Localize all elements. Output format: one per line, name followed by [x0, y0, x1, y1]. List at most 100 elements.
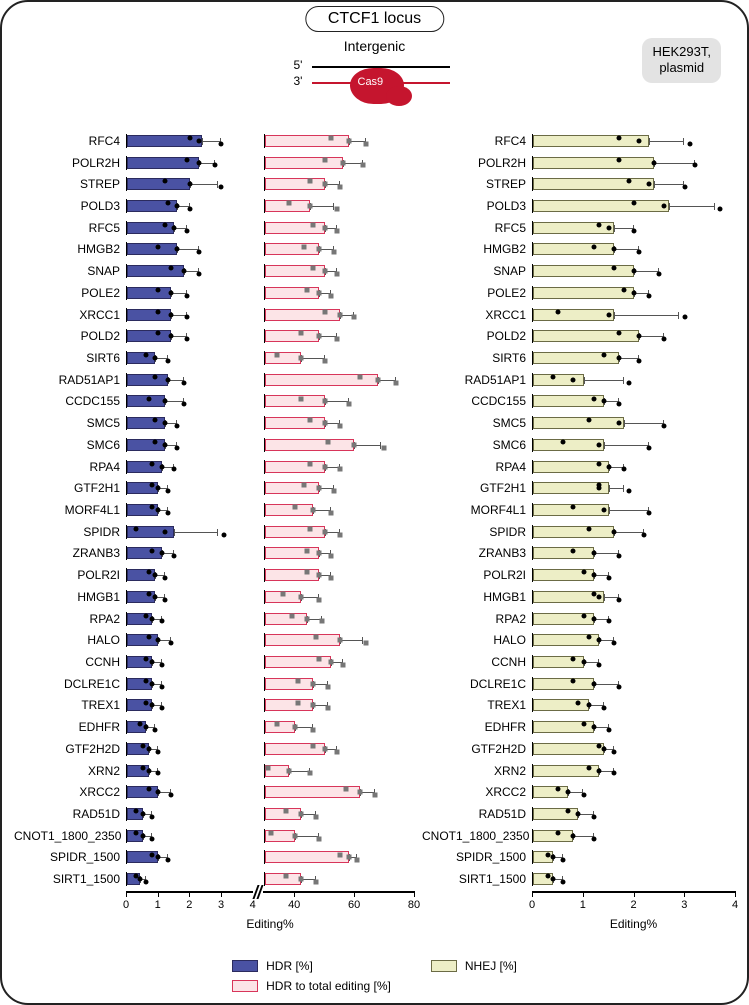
gene-label: SMC5	[422, 416, 532, 430]
gene-label: SMC5	[14, 416, 126, 430]
right-row: XRCC2	[422, 785, 735, 800]
gene-label: POLE2	[14, 286, 126, 300]
left-row: GTF2H1	[14, 481, 414, 496]
left-row: RPA2	[14, 611, 414, 626]
gene-label: RAD51D	[422, 807, 532, 821]
right-row: RPA2	[422, 611, 735, 626]
gene-label: EDHFR	[422, 720, 532, 734]
left-row: POLD2	[14, 329, 414, 344]
right-row: POLD2	[422, 329, 735, 344]
left-row: POLR2H	[14, 155, 414, 170]
gene-label: RFC4	[14, 134, 126, 148]
gene-label: XRCC2	[422, 785, 532, 799]
gene-label: POLD3	[14, 199, 126, 213]
left-row: RAD51D	[14, 806, 414, 821]
gene-label: RPA4	[14, 460, 126, 474]
gene-label: STREP	[14, 177, 126, 191]
gene-label: HALO	[422, 633, 532, 647]
gene-label: SPIDR	[422, 525, 532, 539]
right-row: SPIDR	[422, 524, 735, 539]
right-row: CNOT1_1800_2350	[422, 828, 735, 843]
left-row: SNAP	[14, 264, 414, 279]
left-row: CNOT1_1800_2350	[14, 828, 414, 843]
left-row: SPIDR	[14, 524, 414, 539]
left-row: XRN2	[14, 763, 414, 778]
legend-nhej: NHEJ [%]	[431, 959, 517, 973]
gene-label: GTF2H1	[422, 481, 532, 495]
gene-label: RAD51D	[14, 807, 126, 821]
right-row: RFC4	[422, 133, 735, 148]
right-row: POLR2H	[422, 155, 735, 170]
axis-title-right: Editing%	[610, 917, 657, 931]
gene-label: POLE2	[422, 286, 532, 300]
left-row: POLD3	[14, 198, 414, 213]
gene-label: GTF2H1	[14, 481, 126, 495]
right-row: CCNH	[422, 654, 735, 669]
left-row: SIRT6	[14, 350, 414, 365]
gene-label: POLR2H	[422, 156, 532, 170]
figure-panel: CTCF1 locus HEK293T, plasmid Intergenic …	[0, 0, 749, 1005]
right-chart: RFC4 POLR2H STREP POLD3	[422, 130, 735, 933]
left-row: SIRT1_1500	[14, 872, 414, 887]
label-3prime: 3'	[294, 74, 303, 88]
gene-label: TREX1	[14, 698, 126, 712]
left-chart: RFC4 POLR2H	[14, 130, 414, 933]
left-row: RFC5	[14, 220, 414, 235]
right-row: RAD51AP1	[422, 372, 735, 387]
gene-label: POLR2I	[14, 568, 126, 582]
gene-label: TREX1	[422, 698, 532, 712]
right-row: POLR2I	[422, 568, 735, 583]
context-badge: HEK293T, plasmid	[642, 38, 721, 83]
left-row: ZRANB3	[14, 546, 414, 561]
gene-label: RFC5	[14, 221, 126, 235]
gene-label: CNOT1_1800_2350	[14, 829, 126, 843]
gene-label: POLR2H	[14, 156, 126, 170]
gene-label: HMGB2	[422, 242, 532, 256]
gene-label: DCLRE1C	[422, 677, 532, 691]
gene-label: XRN2	[14, 764, 126, 778]
gene-label: STREP	[422, 177, 532, 191]
gene-label: SNAP	[422, 264, 532, 278]
right-row: ZRANB3	[422, 546, 735, 561]
gene-label: XRCC1	[422, 308, 532, 322]
right-row: HALO	[422, 633, 735, 648]
cas9-diagram: 5' 3' Cas9	[290, 60, 460, 120]
left-row: RPA4	[14, 459, 414, 474]
gene-label: SIRT1_1500	[422, 872, 532, 886]
left-row: STREP	[14, 177, 414, 192]
swatch-hdr	[232, 960, 258, 972]
left-row: XRCC2	[14, 785, 414, 800]
right-row: SMC5	[422, 416, 735, 431]
gene-label: RFC4	[422, 134, 532, 148]
gene-label: HALO	[14, 633, 126, 647]
legend-hdr-label: HDR [%]	[266, 959, 313, 973]
gene-label: SIRT1_1500	[14, 872, 126, 886]
left-row: POLE2	[14, 285, 414, 300]
left-row: TREX1	[14, 698, 414, 713]
left-row: DCLRE1C	[14, 676, 414, 691]
gene-label: RPA2	[422, 612, 532, 626]
gene-label: GTF2H2D	[14, 742, 126, 756]
gene-label: MORF4L1	[422, 503, 532, 517]
right-row: SNAP	[422, 264, 735, 279]
legend-ratio-label: HDR to total editing [%]	[266, 979, 391, 993]
gene-label: GTF2H2D	[422, 742, 532, 756]
legend: HDR [%] HDR to total editing [%] NHEJ [%…	[2, 959, 747, 993]
gene-label: HMGB1	[422, 590, 532, 604]
gene-label: SMC6	[14, 438, 126, 452]
left-row: RAD51AP1	[14, 372, 414, 387]
gene-label: XRCC1	[14, 308, 126, 322]
gene-label: POLD3	[422, 199, 532, 213]
gene-label: CNOT1_1800_2350	[422, 829, 532, 843]
axis-title-left: Editing%	[246, 917, 293, 931]
left-row: HMGB1	[14, 589, 414, 604]
right-row: DCLRE1C	[422, 676, 735, 691]
right-row: TREX1	[422, 698, 735, 713]
gene-label: RPA4	[422, 460, 532, 474]
legend-nhej-label: NHEJ [%]	[465, 959, 517, 973]
gene-label: RPA2	[14, 612, 126, 626]
right-row: RFC5	[422, 220, 735, 235]
right-row: XRN2	[422, 763, 735, 778]
gene-label: MORF4L1	[14, 503, 126, 517]
right-row: GTF2H2D	[422, 741, 735, 756]
